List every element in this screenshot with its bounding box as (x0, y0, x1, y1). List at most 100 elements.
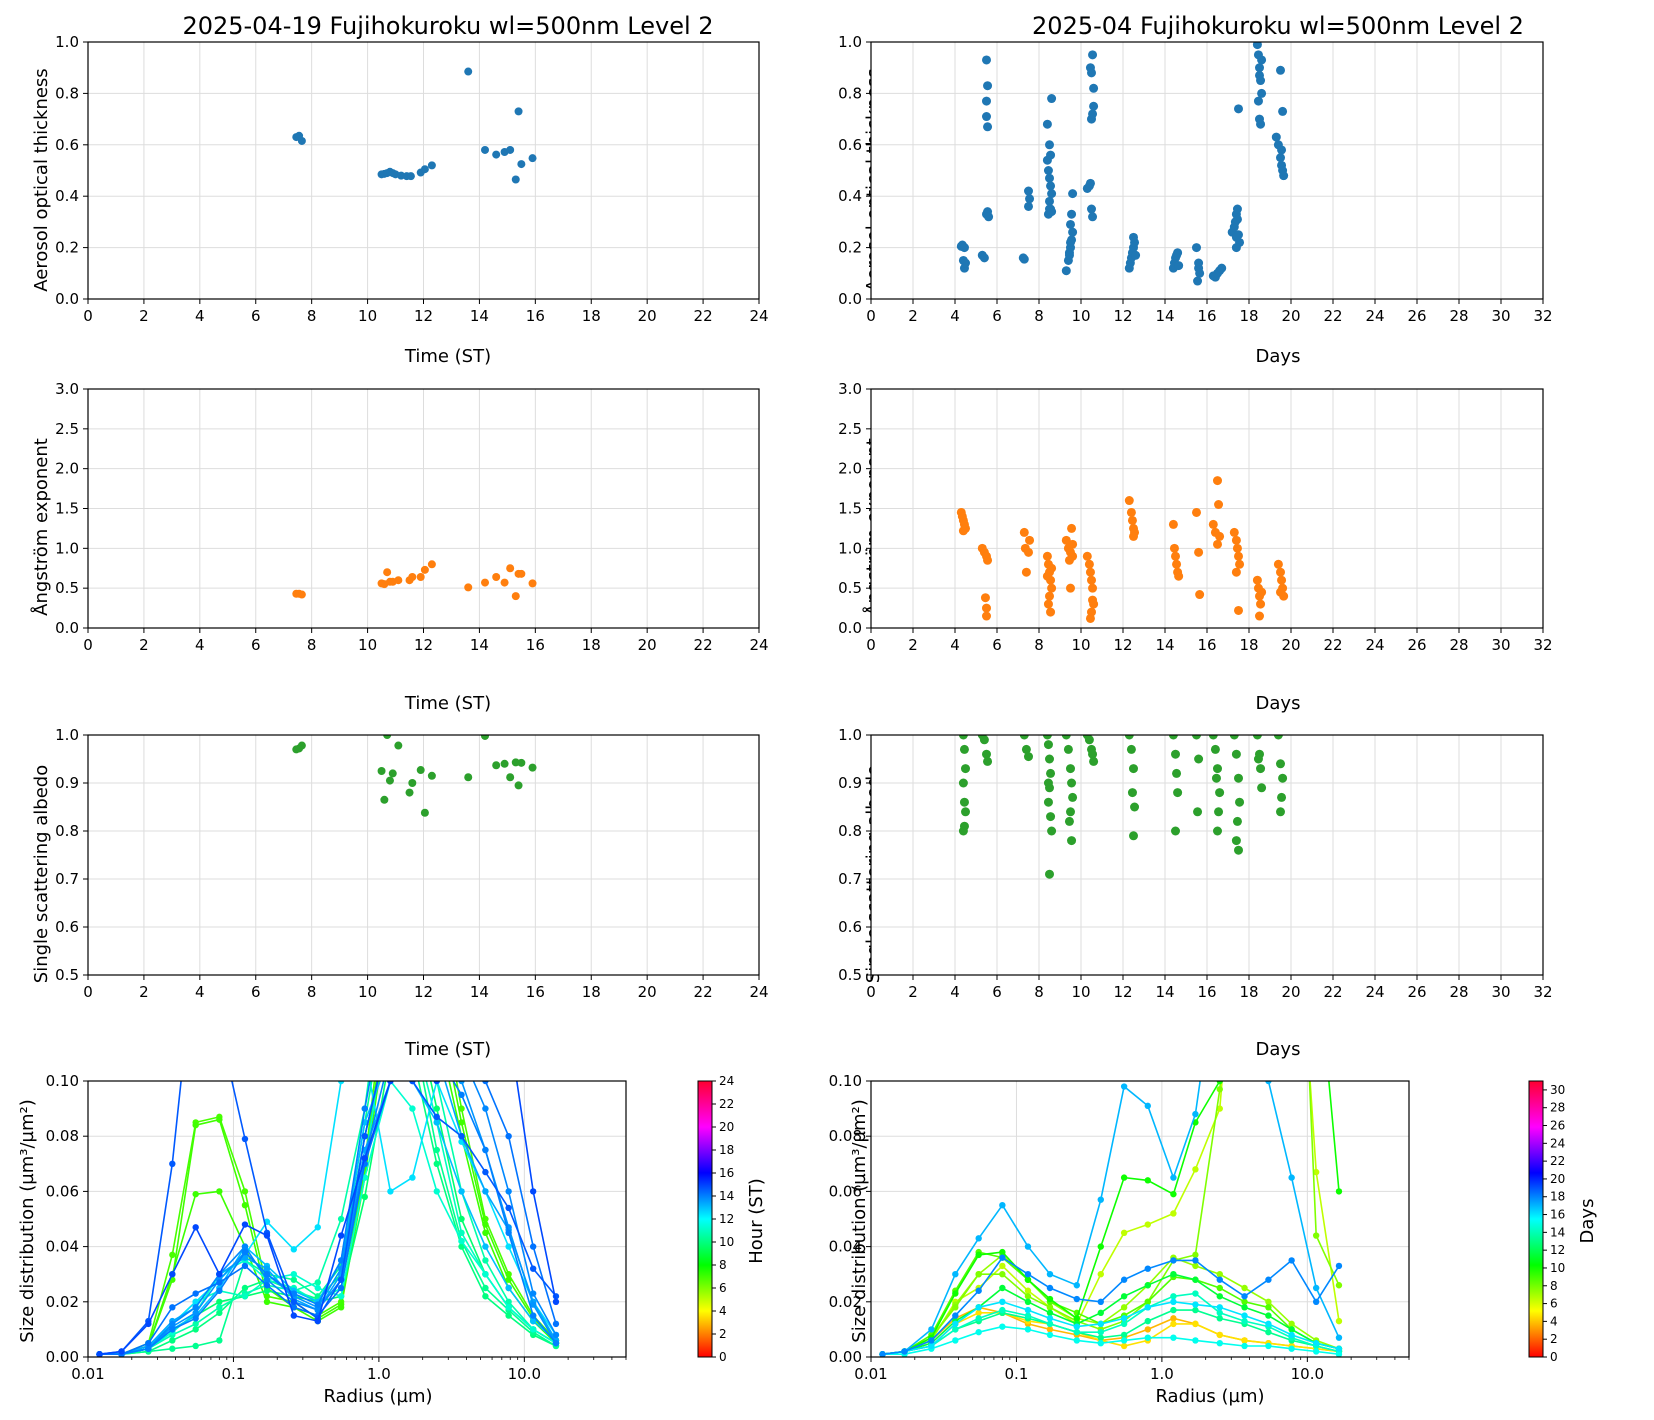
l4-ytick-label: 0.10 (46, 1072, 79, 1090)
r2-point (1168, 519, 1178, 529)
r4-series-point (952, 1326, 959, 1333)
r2-point (1045, 591, 1054, 601)
l4-series-point (387, 1023, 393, 1029)
r1-point (982, 96, 991, 106)
r1-point (1024, 186, 1033, 196)
r3-point (959, 744, 969, 754)
l3-axes: 0 2 4 6 8 10 12 14 16 18 20 22 240.50.60.70.80.91.0 (55, 726, 768, 1001)
l4-series-point (241, 1293, 249, 1300)
r3-point (982, 749, 991, 759)
r4-series-point (1335, 1334, 1343, 1341)
r4-series-point (1046, 1271, 1054, 1278)
r2-xtick-label: 6 (992, 636, 1002, 654)
r4-series-point (1120, 1174, 1128, 1181)
l4-series-point (505, 1284, 512, 1292)
r4-series-point (1312, 1298, 1320, 1306)
l2-point (427, 560, 436, 569)
l4-series-point (458, 1133, 465, 1140)
r4-colorbar-label: Days (1577, 1199, 1598, 1244)
r4-series-point (1216, 1331, 1223, 1339)
r4-ytick-label: 0.02 (829, 1293, 862, 1311)
l3-point (492, 761, 501, 770)
r3-xtick-label: 30 (1491, 983, 1510, 1001)
r3-xtick-label: 18 (1239, 983, 1258, 1001)
l1-point (492, 150, 501, 159)
l4-series-point (192, 1190, 199, 1198)
l3-xtick-label: 20 (638, 983, 657, 1001)
r2-point (1214, 500, 1224, 510)
r4-series-point (1241, 1284, 1248, 1292)
l3-point (427, 771, 436, 780)
r3-xtick-label: 0 (866, 983, 876, 1001)
r4-series-point (952, 1271, 959, 1278)
r2-point (1234, 605, 1243, 615)
r1-point (1064, 250, 1074, 260)
l4-series-point (552, 1320, 560, 1328)
l4-series-point (482, 1284, 489, 1292)
r4-series-point (1024, 1276, 1032, 1283)
r3-point (1232, 816, 1242, 826)
l4-series-point (387, 1050, 393, 1056)
r4-series-point (1073, 1295, 1081, 1303)
r3-point (1045, 754, 1054, 764)
r4-series-point (1073, 1323, 1081, 1330)
l4-series-point (458, 1091, 465, 1099)
l3-xlabel: Time (ST) (404, 1039, 491, 1060)
r4-series-point (1192, 1306, 1199, 1314)
r1-point (1067, 209, 1077, 219)
r4-series-point (1024, 1306, 1032, 1314)
l4-series-point (434, 1023, 440, 1029)
r4-series-point (1265, 1276, 1272, 1283)
l2-ytick-label: 0.5 (55, 579, 79, 597)
l4-series-point (433, 1081, 440, 1085)
r2-point (1234, 551, 1243, 561)
r2-point (1235, 559, 1245, 569)
r1-ytick-label: 0.8 (838, 84, 862, 102)
l4-colorbar-gradient (697, 1080, 713, 1358)
r2-point (983, 555, 993, 565)
r4-series-point (1288, 1331, 1295, 1339)
l4-series-point (169, 1320, 176, 1328)
l4-series-point (145, 1340, 152, 1347)
l4-series-point (387, 995, 393, 1001)
l4-series-point (169, 1326, 176, 1333)
l1-point (506, 145, 515, 154)
l4-series-point (552, 1340, 560, 1347)
r4-series-point (1241, 1293, 1248, 1300)
l2-point (297, 590, 306, 599)
l4-series-point (314, 1301, 321, 1308)
l4-series-point (337, 1293, 345, 1300)
l2-point (481, 578, 490, 587)
l4-ylabel: Size distribution (µm³/µm²) (17, 1099, 38, 1342)
r3-point (1043, 740, 1053, 750)
l4-series-point (458, 1215, 465, 1223)
r4-series-point (1312, 1232, 1320, 1239)
l3-point (500, 759, 509, 768)
r1-point (1255, 70, 1264, 80)
l4-series-line (99, 1081, 557, 1355)
r3-point (1213, 826, 1222, 836)
l4-series-point (192, 1309, 199, 1317)
r2-point (1276, 587, 1285, 597)
r2-xtick-label: 32 (1533, 636, 1552, 654)
r1-point (1232, 204, 1242, 214)
r1-point (1088, 50, 1098, 60)
r3-point (1126, 744, 1136, 754)
r3-point (1042, 735, 1052, 740)
r2-xtick-label: 22 (1323, 636, 1342, 654)
r4-series-point (1120, 1293, 1128, 1300)
l4-colorbar-tick-label: 18 (719, 1143, 734, 1157)
l4-colorbar-label: Hour (ST) (746, 1178, 767, 1264)
l1-ytick-label: 0.0 (55, 290, 79, 308)
r4-series-point (1288, 1345, 1295, 1352)
r1-point (1279, 171, 1289, 181)
l4-series-point (433, 1113, 440, 1121)
l2-xtick-label: 8 (307, 636, 317, 654)
r4-series-point (1265, 1081, 1272, 1085)
l4-series-point (482, 1188, 489, 1195)
r4-colorbar-tick-label: 22 (1550, 1154, 1565, 1168)
l4-series-point (337, 1215, 345, 1223)
r4-series-point (1144, 1304, 1151, 1311)
r2-point (1215, 531, 1225, 541)
